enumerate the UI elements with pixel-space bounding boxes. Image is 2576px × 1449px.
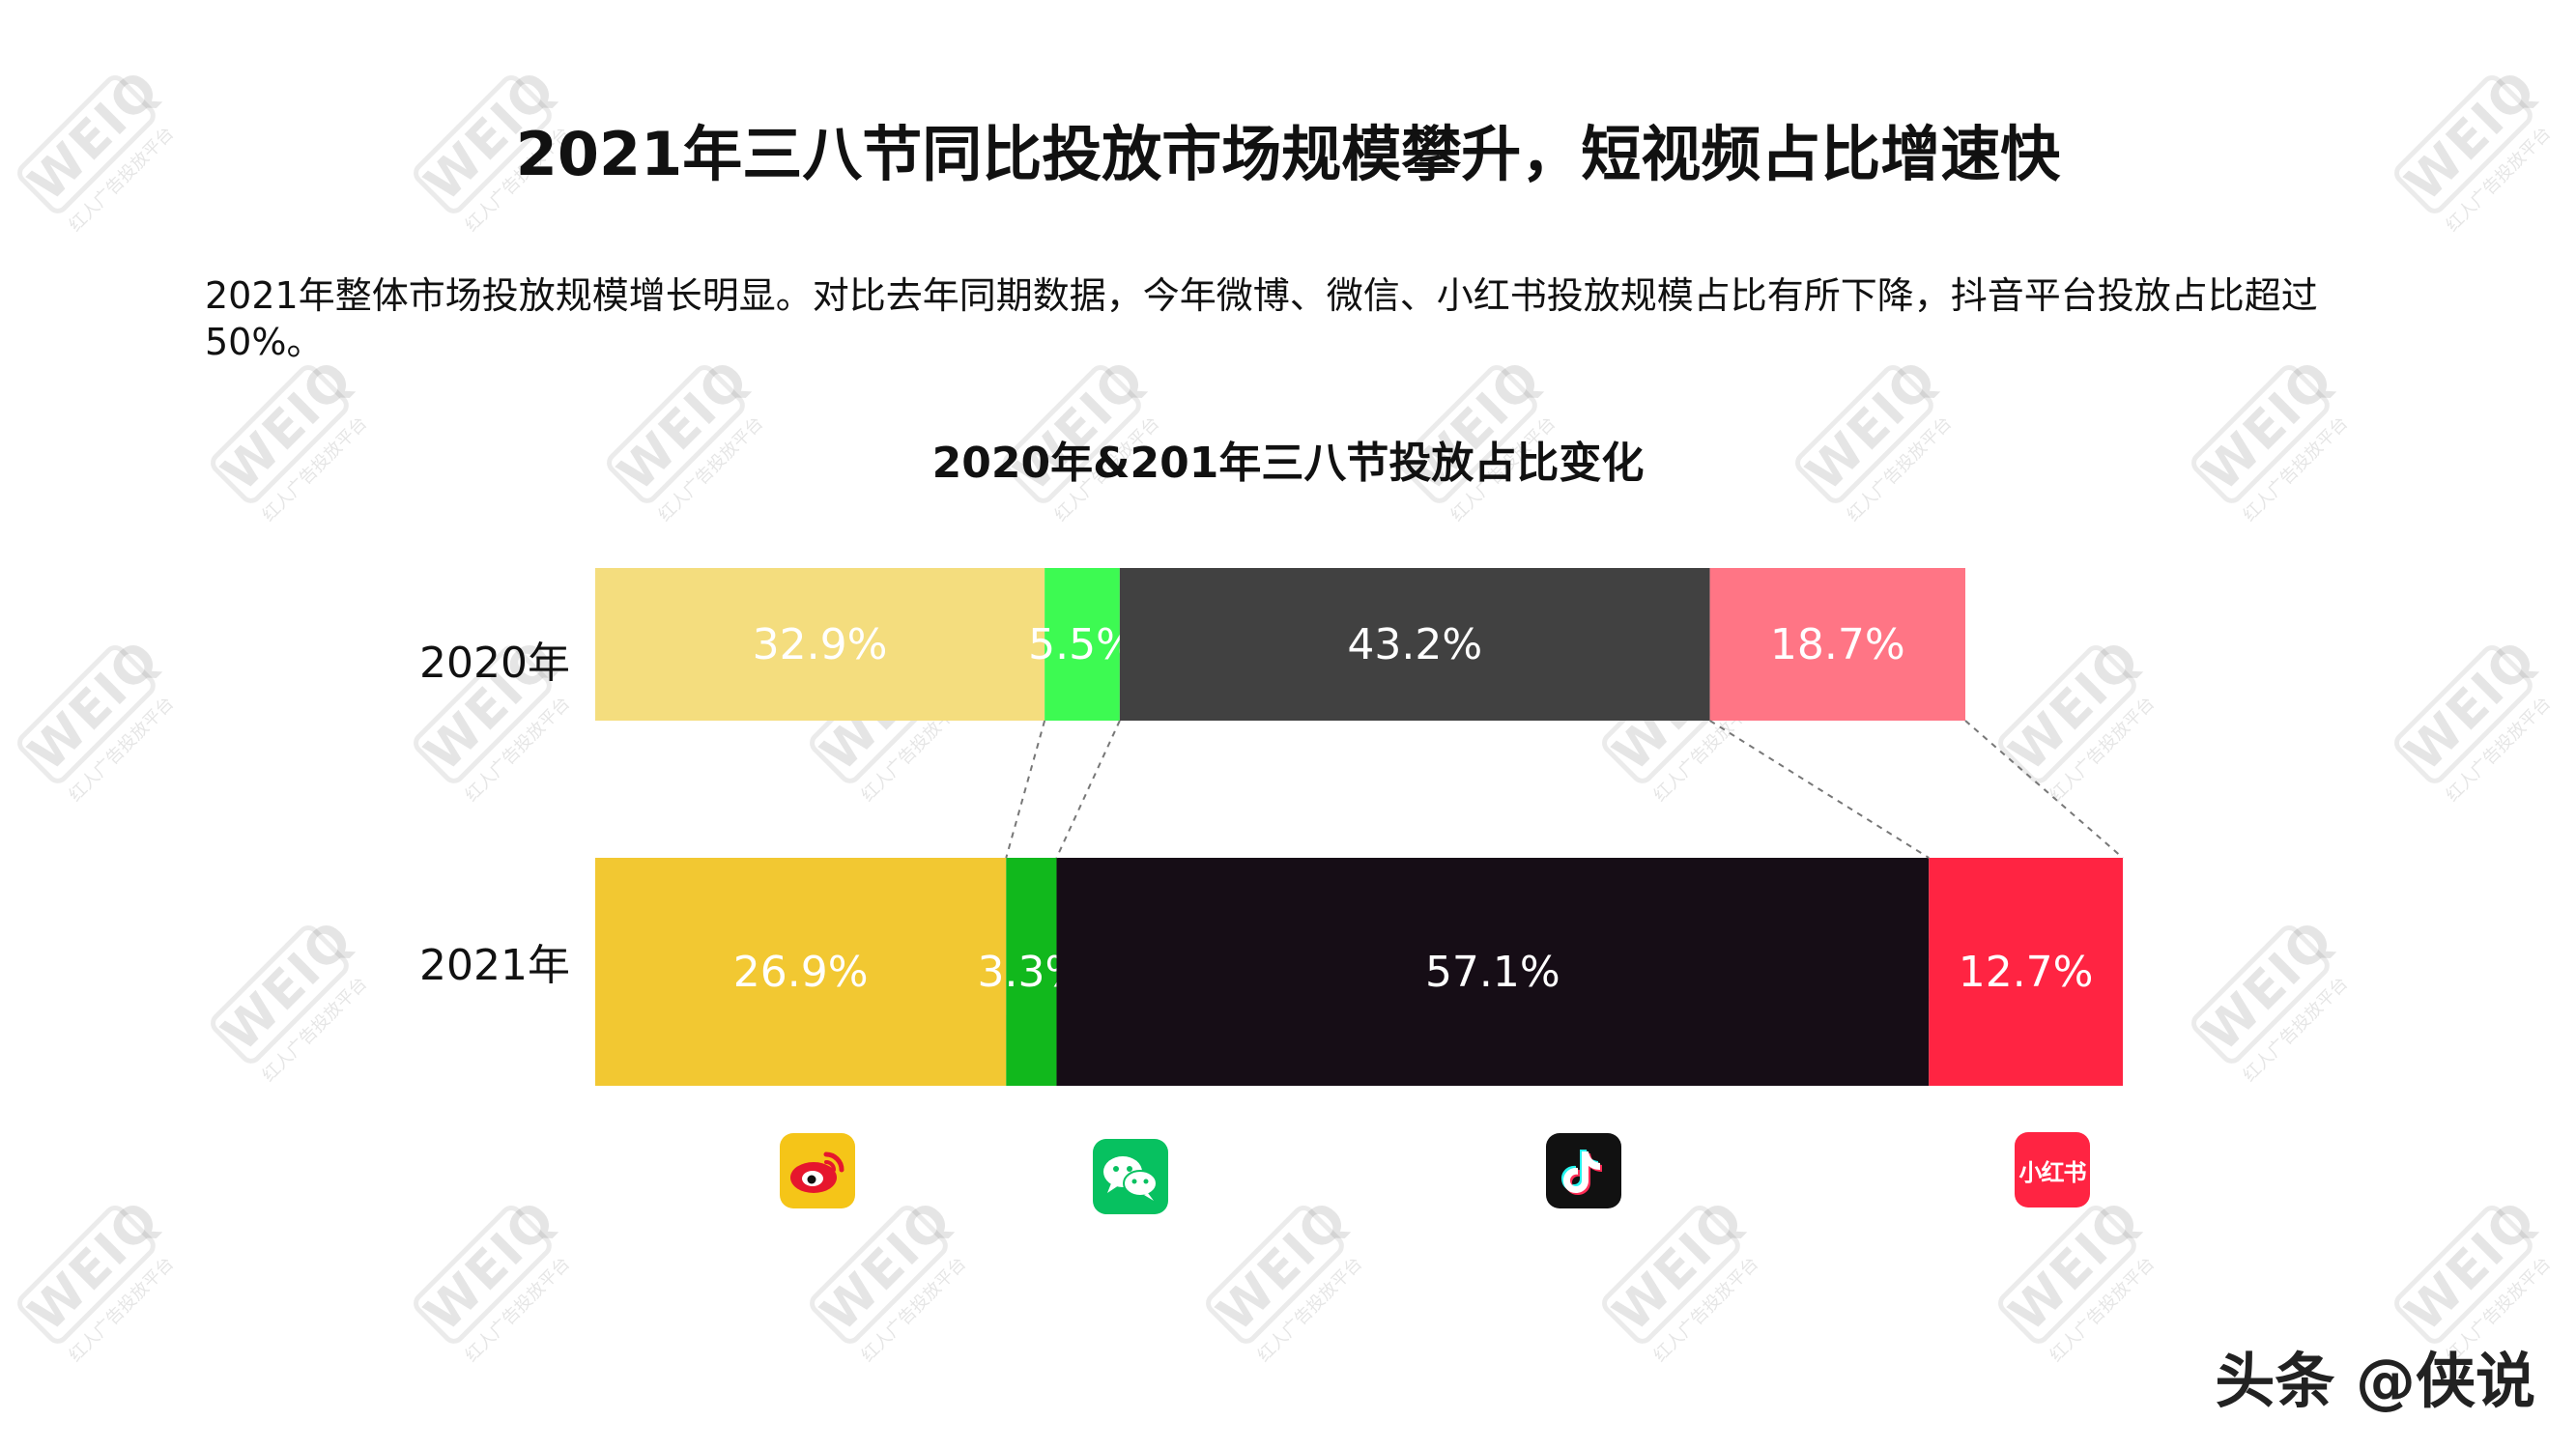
row-label-2020: 2020年 xyxy=(419,639,570,688)
wechat-icon xyxy=(1093,1139,1168,1214)
xiaohongshu-icon-text: 小红书 xyxy=(2018,1158,2087,1186)
footer-credit: 头条 @侠说 xyxy=(2215,1346,2535,1416)
bar-segment-wechat-2020年 xyxy=(1045,568,1120,721)
description-text: 2021年整体市场投放规模增长明显。对比去年同期数据，今年微博、微信、小红书投放… xyxy=(205,274,2318,363)
weibo-icon xyxy=(780,1133,855,1208)
bar-segment-weibo-2020年 xyxy=(595,568,1045,721)
connector-line xyxy=(1055,720,1121,859)
page-title: 2021年三八节同比投放市场规模攀升，短视频占比增速快 xyxy=(515,119,2061,189)
connector-line xyxy=(1005,720,1046,859)
tiktok-icon xyxy=(1546,1133,1621,1208)
bar-segment-xiaohongshu-2020年 xyxy=(1709,568,1965,721)
bar-segment-tiktok-2020年 xyxy=(1119,568,1710,721)
value-label: 26.9% xyxy=(733,948,869,997)
bar-segment-tiktok-2021年 xyxy=(1056,858,1930,1086)
chart-title: 2020年&201年三八节投放占比变化 xyxy=(931,439,1645,488)
bar-segment-weibo-2021年 xyxy=(595,858,1007,1086)
connector-line xyxy=(1709,720,1930,859)
value-label: 32.9% xyxy=(753,620,888,669)
value-label: 5.5% xyxy=(1028,620,1136,669)
value-label: 12.7% xyxy=(1959,948,2094,997)
bar-segment-wechat-2021年 xyxy=(1006,858,1057,1086)
bar-segment-xiaohongshu-2021年 xyxy=(1929,858,2123,1086)
value-label: 18.7% xyxy=(1770,620,1905,669)
xiaohongshu-icon: 小红书 xyxy=(2015,1132,2090,1208)
row-label-2021: 2021年 xyxy=(419,941,570,990)
connector-line xyxy=(1964,720,2124,859)
value-label: 43.2% xyxy=(1347,620,1482,669)
value-label: 57.1% xyxy=(1425,948,1560,997)
